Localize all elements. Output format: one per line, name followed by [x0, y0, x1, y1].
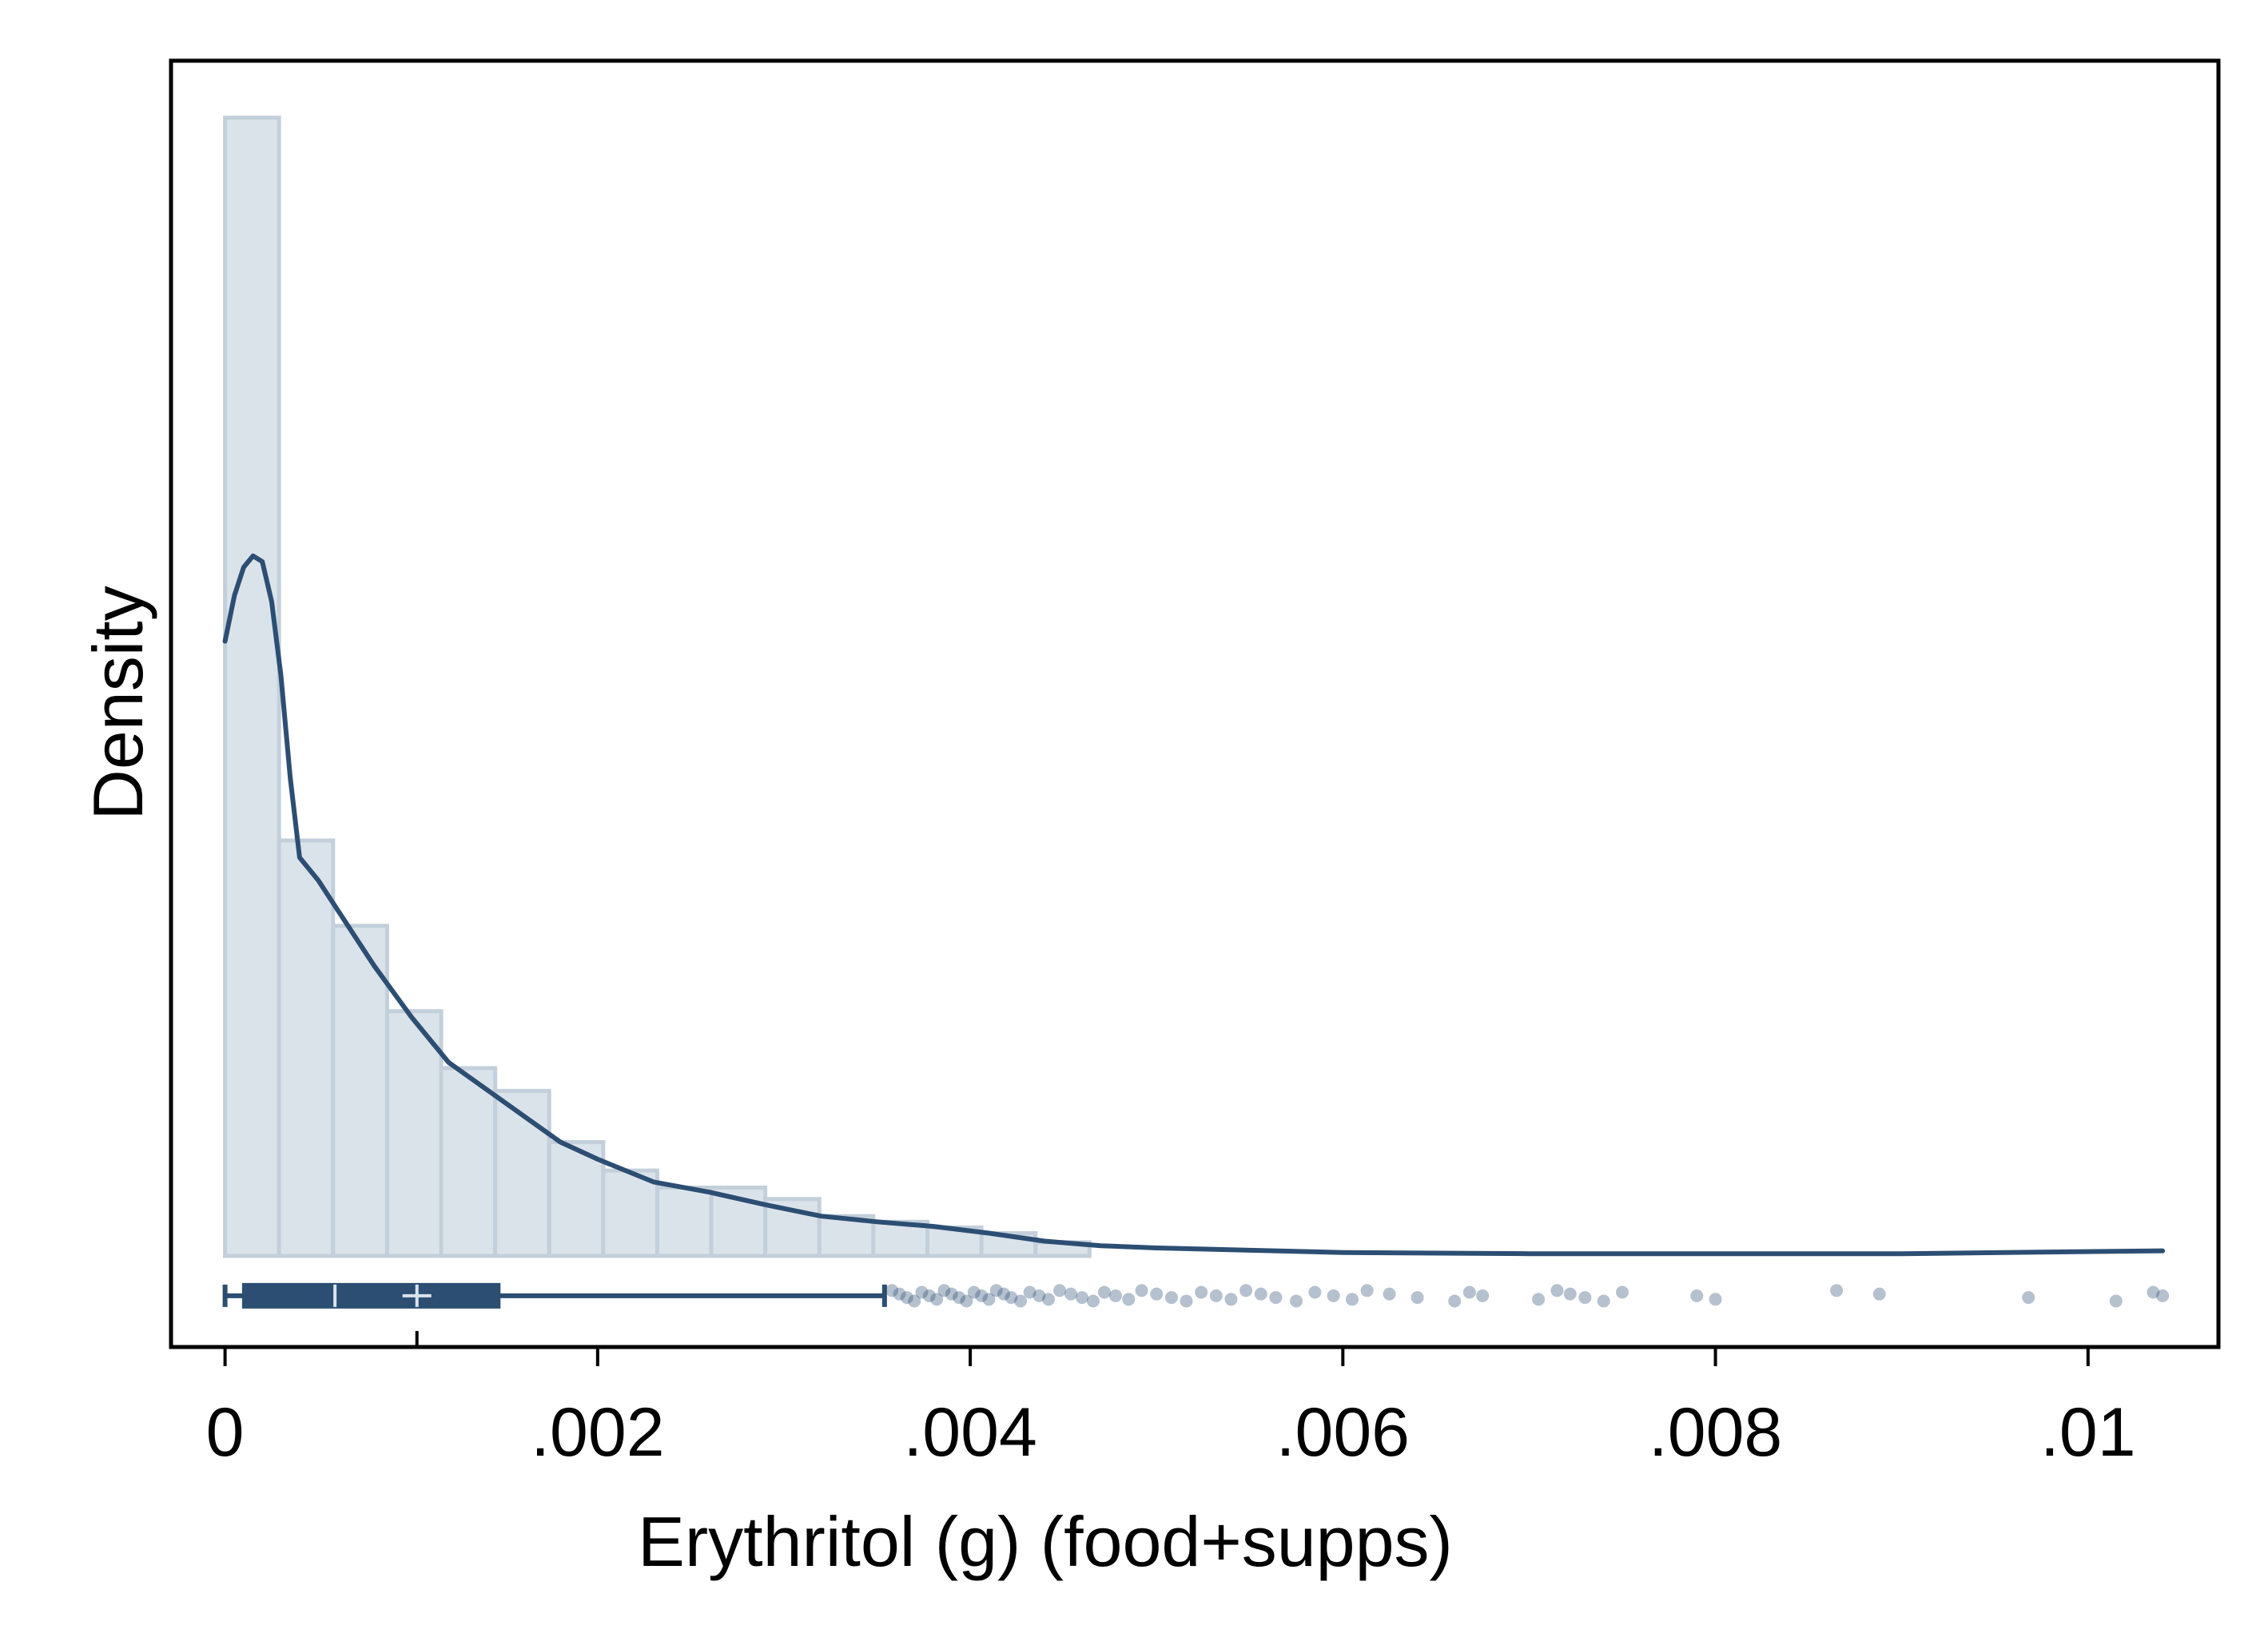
outlier-point: [1872, 1287, 1886, 1301]
outlier-point: [930, 1293, 944, 1306]
outlier-point: [1064, 1287, 1077, 1301]
outlier-point: [900, 1291, 913, 1305]
histogram-bars: [223, 115, 1092, 1258]
histogram-bar: [655, 1186, 714, 1258]
outlier-point: [1476, 1289, 1490, 1302]
outlier-point: [1327, 1289, 1340, 1302]
outlier-point: [975, 1289, 989, 1302]
outlier-point: [2147, 1285, 2160, 1299]
outlier-point: [1075, 1291, 1088, 1305]
outlier-point: [967, 1285, 981, 1299]
histogram-bar: [223, 115, 281, 1258]
x-tick-label: .008: [1649, 1394, 1782, 1471]
outlier-point: [1462, 1285, 1476, 1299]
box-plot: [222, 1282, 2170, 1309]
outlier-point: [893, 1287, 906, 1301]
outlier-point: [1709, 1293, 1722, 1306]
plot-border: [169, 58, 2221, 1349]
outlier-point: [1052, 1284, 1066, 1297]
outlier-point: [1308, 1285, 1322, 1299]
histogram-bar: [493, 1088, 551, 1258]
outlier-point: [1122, 1293, 1136, 1306]
outlier-point: [1180, 1294, 1193, 1308]
outlier-point: [1108, 1289, 1122, 1302]
outlier-point: [1578, 1291, 1592, 1305]
outlier-point: [2022, 1291, 2035, 1305]
outlier-point: [960, 1294, 973, 1308]
outlier-point: [1345, 1293, 1359, 1306]
outlier-point: [1690, 1289, 1704, 1302]
histogram-bar: [277, 838, 336, 1258]
outlier-point: [915, 1285, 929, 1299]
outlier-point: [997, 1287, 1011, 1301]
outlier-point: [1014, 1294, 1028, 1308]
outlier-point: [982, 1293, 996, 1306]
outlier-point: [885, 1284, 899, 1297]
histogram-bar: [384, 1009, 444, 1258]
outlier-point: [1532, 1293, 1546, 1306]
outlier-point: [922, 1289, 936, 1302]
outlier-point: [937, 1284, 951, 1297]
x-tick-label: 0: [206, 1394, 245, 1471]
outlier-point: [1086, 1294, 1100, 1308]
x-tick-label: .006: [1276, 1394, 1410, 1471]
outlier-point: [1209, 1289, 1223, 1302]
outlier-point: [1097, 1285, 1111, 1299]
outlier-point: [1360, 1284, 1374, 1297]
outlier-point: [1023, 1285, 1037, 1299]
outlier-point: [1448, 1294, 1462, 1308]
outlier-point: [1550, 1284, 1564, 1297]
outlier-point: [1597, 1294, 1610, 1308]
outlier-point: [2156, 1289, 2170, 1302]
outlier-point: [1195, 1285, 1208, 1299]
outlier-point: [1033, 1289, 1046, 1302]
outlier-point: [1616, 1285, 1629, 1299]
outlier-point: [1135, 1284, 1148, 1297]
outlier-point: [1290, 1294, 1303, 1308]
histogram-bar: [439, 1066, 498, 1258]
outlier-point: [1830, 1284, 1844, 1297]
outlier-point: [1563, 1287, 1577, 1301]
histogram-bar: [601, 1168, 659, 1258]
x-axis-title: Erythritol (g) (food+supps): [638, 1502, 1453, 1581]
outlier-point: [953, 1291, 966, 1305]
outlier-point: [1150, 1287, 1164, 1301]
outlier-point: [1224, 1293, 1238, 1306]
density-curve-layer: [222, 553, 2166, 1257]
histogram-bar: [547, 1140, 606, 1258]
outlier-point: [1383, 1287, 1396, 1301]
box-iqr: [241, 1282, 501, 1309]
outlier-point: [1254, 1287, 1267, 1301]
outlier-point: [989, 1284, 1003, 1297]
y-axis-title: Density: [78, 586, 157, 820]
outlier-point: [1239, 1284, 1253, 1297]
x-axis-ticks: 0 .002 .004 .006 .008 .01: [206, 1331, 2136, 1471]
outlier-point: [945, 1287, 958, 1301]
outlier-point: [1042, 1293, 1055, 1306]
outlier-point: [1005, 1291, 1018, 1305]
outlier-point: [1411, 1291, 1424, 1305]
density-curve: [222, 553, 2166, 1257]
x-tick-label: .01: [2040, 1394, 2136, 1471]
x-tick-label: .004: [903, 1394, 1037, 1471]
outlier-point: [1269, 1291, 1283, 1305]
outlier-point: [2109, 1294, 2123, 1308]
x-tick-label: .002: [531, 1394, 664, 1471]
outlier-point: [908, 1294, 921, 1308]
plot-frame: [169, 58, 2221, 1349]
histogram-bar: [331, 924, 389, 1258]
outlier-point: [1164, 1291, 1178, 1305]
